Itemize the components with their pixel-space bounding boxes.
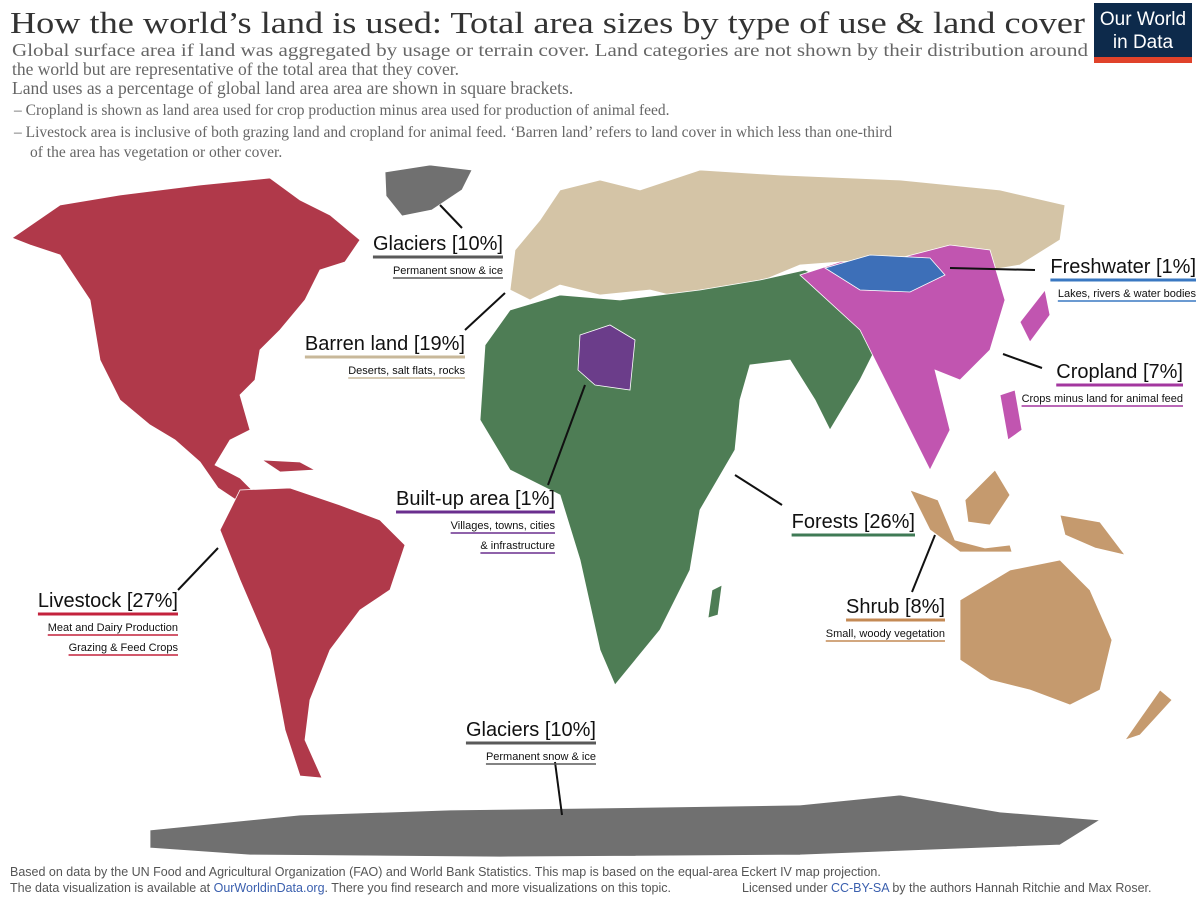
leader-line (911, 534, 936, 593)
map (11, 164, 1173, 858)
label-subtitle: Lakes, rivers & water bodies (1058, 288, 1197, 300)
leader-line (177, 547, 219, 591)
leader-line (439, 204, 463, 229)
text: Licensed under (742, 881, 831, 895)
label-title: Built-up area [1%] (396, 488, 555, 510)
madagascar (707, 584, 723, 619)
title: How the world’s land is used: Total area… (10, 5, 1086, 40)
text: The data visualization is available at (10, 881, 214, 895)
japan (1019, 289, 1051, 343)
license: Licensed under CC-BY-SA by the authors H… (742, 881, 1152, 895)
new-guinea (1059, 514, 1126, 556)
logo-text: Our World (1100, 9, 1186, 30)
description: Land uses as a percentage of global land… (12, 78, 573, 98)
caribbean (260, 459, 317, 473)
logo-box (1094, 3, 1192, 63)
availability: The data visualization is available at O… (10, 881, 671, 895)
description: Global surface area if land was aggregat… (12, 40, 1088, 60)
leader-line (949, 267, 1036, 271)
label-subtitle: Crops minus land for animal feed (1022, 393, 1183, 405)
label-subtitle: Meat and Dairy Production (48, 622, 178, 634)
leader-line (1002, 353, 1043, 369)
logo-text: in Data (1113, 32, 1174, 53)
source: Based on data by the UN Food and Agricul… (10, 865, 881, 879)
label-title: Livestock [27%] (38, 590, 178, 612)
antarctica (149, 794, 1102, 858)
australia (959, 559, 1113, 706)
text: by the authors Hannah Ritchie and Max Ro… (889, 881, 1152, 895)
leader-line (547, 384, 586, 486)
link[interactable]: CC-BY-SA (831, 881, 890, 895)
note: – Livestock area is inclusive of both gr… (13, 124, 892, 141)
label-subtitle: Permanent snow & ice (486, 751, 596, 763)
new-zealand (1123, 689, 1173, 741)
label-title: Barren land [19%] (305, 333, 465, 355)
philippines (999, 389, 1023, 441)
label-title: Glaciers [10%] (373, 233, 503, 255)
note: of the area has vegetation or other cove… (30, 144, 282, 161)
leader-line (734, 474, 783, 506)
china-southeast-asia (799, 244, 1006, 471)
label-subtitle: & infrastructure (480, 540, 555, 552)
label-subtitle: Deserts, salt flats, rocks (348, 365, 465, 377)
link[interactable]: OurWorldinData.org (214, 881, 325, 895)
leader-line (554, 761, 563, 816)
label-title: Cropland [7%] (1056, 361, 1183, 383)
label-title: Glaciers [10%] (466, 719, 596, 741)
greenland (384, 164, 473, 217)
label-title: Shrub [8%] (846, 596, 945, 618)
label-subtitle: Villages, towns, cities (451, 520, 556, 532)
europe-russia (509, 169, 1066, 301)
mongolia (824, 254, 946, 293)
leader-line (464, 292, 506, 331)
indonesia (909, 489, 1013, 553)
note: – Cropland is shown as land area used fo… (13, 102, 670, 119)
libya (577, 324, 636, 391)
label-subtitle: Small, woody vegetation (826, 628, 945, 640)
label-subtitle: Permanent snow & ice (393, 265, 503, 277)
africa-south-asia (479, 269, 881, 686)
text: . There you find research and more visua… (325, 881, 671, 895)
south-america (219, 487, 406, 779)
borneo (964, 469, 1011, 526)
north-america (11, 177, 361, 507)
logo-bar (1094, 57, 1192, 63)
description: the world but are representative of the … (12, 59, 459, 79)
label-title: Freshwater [1%] (1050, 256, 1196, 278)
labels: Glaciers [10%] Permanent snow & ice Freshw… (37, 204, 1197, 816)
label-title: Forests [26%] (792, 511, 915, 533)
label-subtitle: Grazing & Feed Crops (69, 642, 179, 654)
